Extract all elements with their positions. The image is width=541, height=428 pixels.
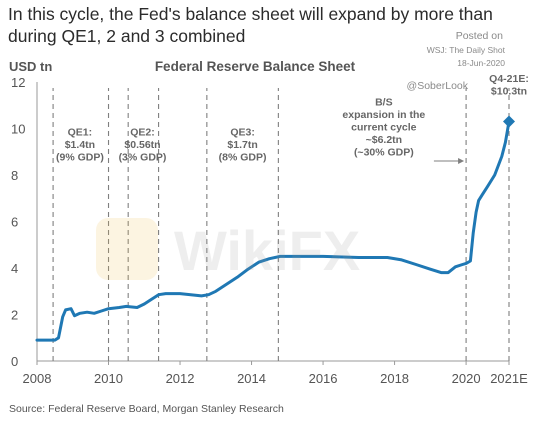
- annotation-label: Q4-21E:: [489, 73, 529, 85]
- headline: In this cycle, the Fed's balance sheet w…: [8, 4, 493, 46]
- posted-on-line4: @SoberLook: [406, 80, 468, 92]
- annotation-label: current cycle: [351, 121, 417, 133]
- annotation-label: $1.7tn: [227, 139, 257, 151]
- bs-annotation-arrowhead: [458, 158, 465, 165]
- y-tick-label: 0: [11, 354, 18, 369]
- y-axis-label: USD tn: [9, 59, 52, 74]
- annotation-label: QE2:: [130, 126, 155, 138]
- annotation-label: ~$6.2tn: [366, 134, 402, 146]
- x-tick-label: 2016: [309, 371, 338, 386]
- y-tick-label: 2: [11, 308, 18, 323]
- q4-21e-end-marker: [503, 115, 515, 128]
- annotation-label: (8% GDP): [219, 151, 267, 163]
- x-tick-label: 2008: [23, 371, 52, 386]
- annotation-label: $0.56tn: [124, 139, 160, 151]
- annotation-label: (~30% GDP): [354, 146, 414, 158]
- annotation-label: (9% GDP): [56, 151, 104, 163]
- balance-sheet-series-line: [35, 120, 511, 342]
- x-tick-label: 2021E: [490, 371, 528, 386]
- annotation-label: B/S: [375, 96, 393, 108]
- annotation-label: expansion in the: [342, 109, 425, 121]
- x-tick-label: 2010: [94, 371, 123, 386]
- annotation-label: $1.4tn: [65, 139, 95, 151]
- annotation-label: (3% GDP): [119, 151, 167, 163]
- y-tick-label: 6: [11, 215, 18, 230]
- x-tick-label: 2012: [166, 371, 195, 386]
- posted-on-line1: Posted on: [455, 30, 503, 42]
- annotation-label: QE1:: [68, 126, 93, 138]
- y-tick-label: 10: [11, 122, 25, 137]
- annotation-label: QE3:: [230, 126, 255, 138]
- chart-title: Federal Reserve Balance Sheet: [155, 59, 356, 74]
- x-tick-label: 2014: [237, 371, 266, 386]
- y-tick-label: 12: [11, 75, 25, 90]
- posted-on-line3: 18-Jun-2020: [457, 58, 505, 68]
- annotation-label: $10.3tn: [491, 86, 527, 98]
- x-tick-label: 2020: [452, 371, 481, 386]
- y-tick-label: 4: [11, 261, 18, 276]
- posted-on-line2: WSJ: The Daily Shot: [426, 45, 505, 55]
- x-tick-label: 2018: [380, 371, 409, 386]
- source-note: Source: Federal Reserve Board, Morgan St…: [9, 403, 284, 415]
- y-tick-label: 8: [11, 168, 18, 183]
